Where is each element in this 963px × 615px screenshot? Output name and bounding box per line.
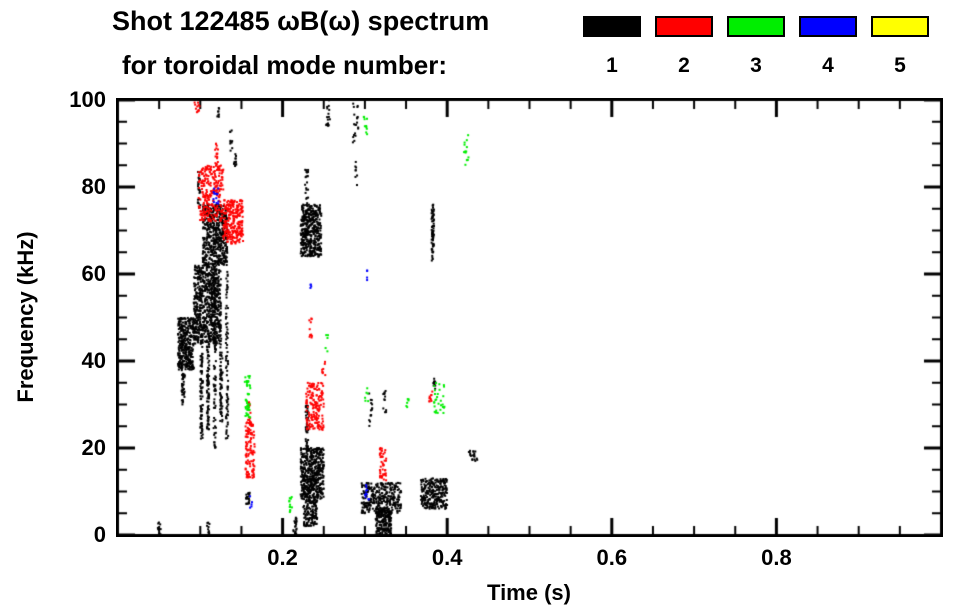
y-tick-label: 40 [81, 348, 106, 373]
x-axis-title: Time (s) [487, 580, 571, 605]
x-tick-label: 0.6 [596, 545, 628, 570]
y-axis-title: Frequency (kHz) [13, 231, 38, 403]
x-tick-label: 0.4 [431, 545, 463, 570]
plot-canvas [116, 98, 943, 537]
legend-label-n1: 1 [606, 54, 618, 77]
y-tick-label: 100 [69, 87, 106, 112]
legend-swatch-n1 [583, 16, 641, 37]
figure-title-line2: for toroidal mode number: [122, 50, 447, 80]
x-tick-label: 0.2 [267, 545, 298, 570]
legend-label-n5: 5 [894, 54, 906, 77]
y-tick-label: 20 [81, 435, 106, 460]
legend-swatch-n2 [655, 16, 713, 37]
legend-swatch-n4 [799, 16, 857, 37]
legend-swatch-n3 [727, 16, 785, 37]
x-tick-label: 0.8 [761, 545, 792, 570]
legend-swatch-n5 [871, 16, 929, 37]
legend-label-n2: 2 [678, 54, 690, 77]
legend-label-n3: 3 [750, 54, 762, 77]
y-tick-label: 80 [81, 174, 106, 199]
figure-title-line1: Shot 122485 ωB(ω) spectrum [112, 6, 490, 36]
y-tick-label: 60 [81, 261, 106, 286]
y-tick-label: 0 [93, 522, 106, 547]
legend-label-n4: 4 [822, 54, 834, 77]
